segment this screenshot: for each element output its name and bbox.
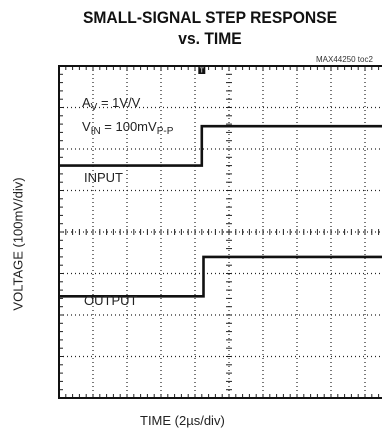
figure-id: MAX44250 toc2 <box>316 55 373 64</box>
gain-annotation: AV = 1V/V <box>82 95 141 113</box>
plot-grid: T <box>58 65 382 399</box>
chart-title-line-1: SMALL-SIGNAL STEP RESPONSE <box>82 8 338 27</box>
chart-title-line-2: vs. TIME <box>178 29 242 48</box>
plot-labels: AV = 1V/V VIN = 100mVP-P INPUT OUTPUT <box>82 95 174 308</box>
trigger-marker: T <box>198 65 206 75</box>
plot-frame <box>58 65 382 399</box>
svg-text:T: T <box>200 68 205 75</box>
plot-traces <box>59 124 382 298</box>
series-label-output: OUTPUT <box>84 293 138 308</box>
trace-output <box>59 255 382 298</box>
series-label-input: INPUT <box>84 170 123 185</box>
vin-annotation: VIN = 100mVP-P <box>82 119 174 137</box>
x-axis-label: TIME (2µs/div) <box>140 413 225 428</box>
trace-input <box>59 124 382 167</box>
